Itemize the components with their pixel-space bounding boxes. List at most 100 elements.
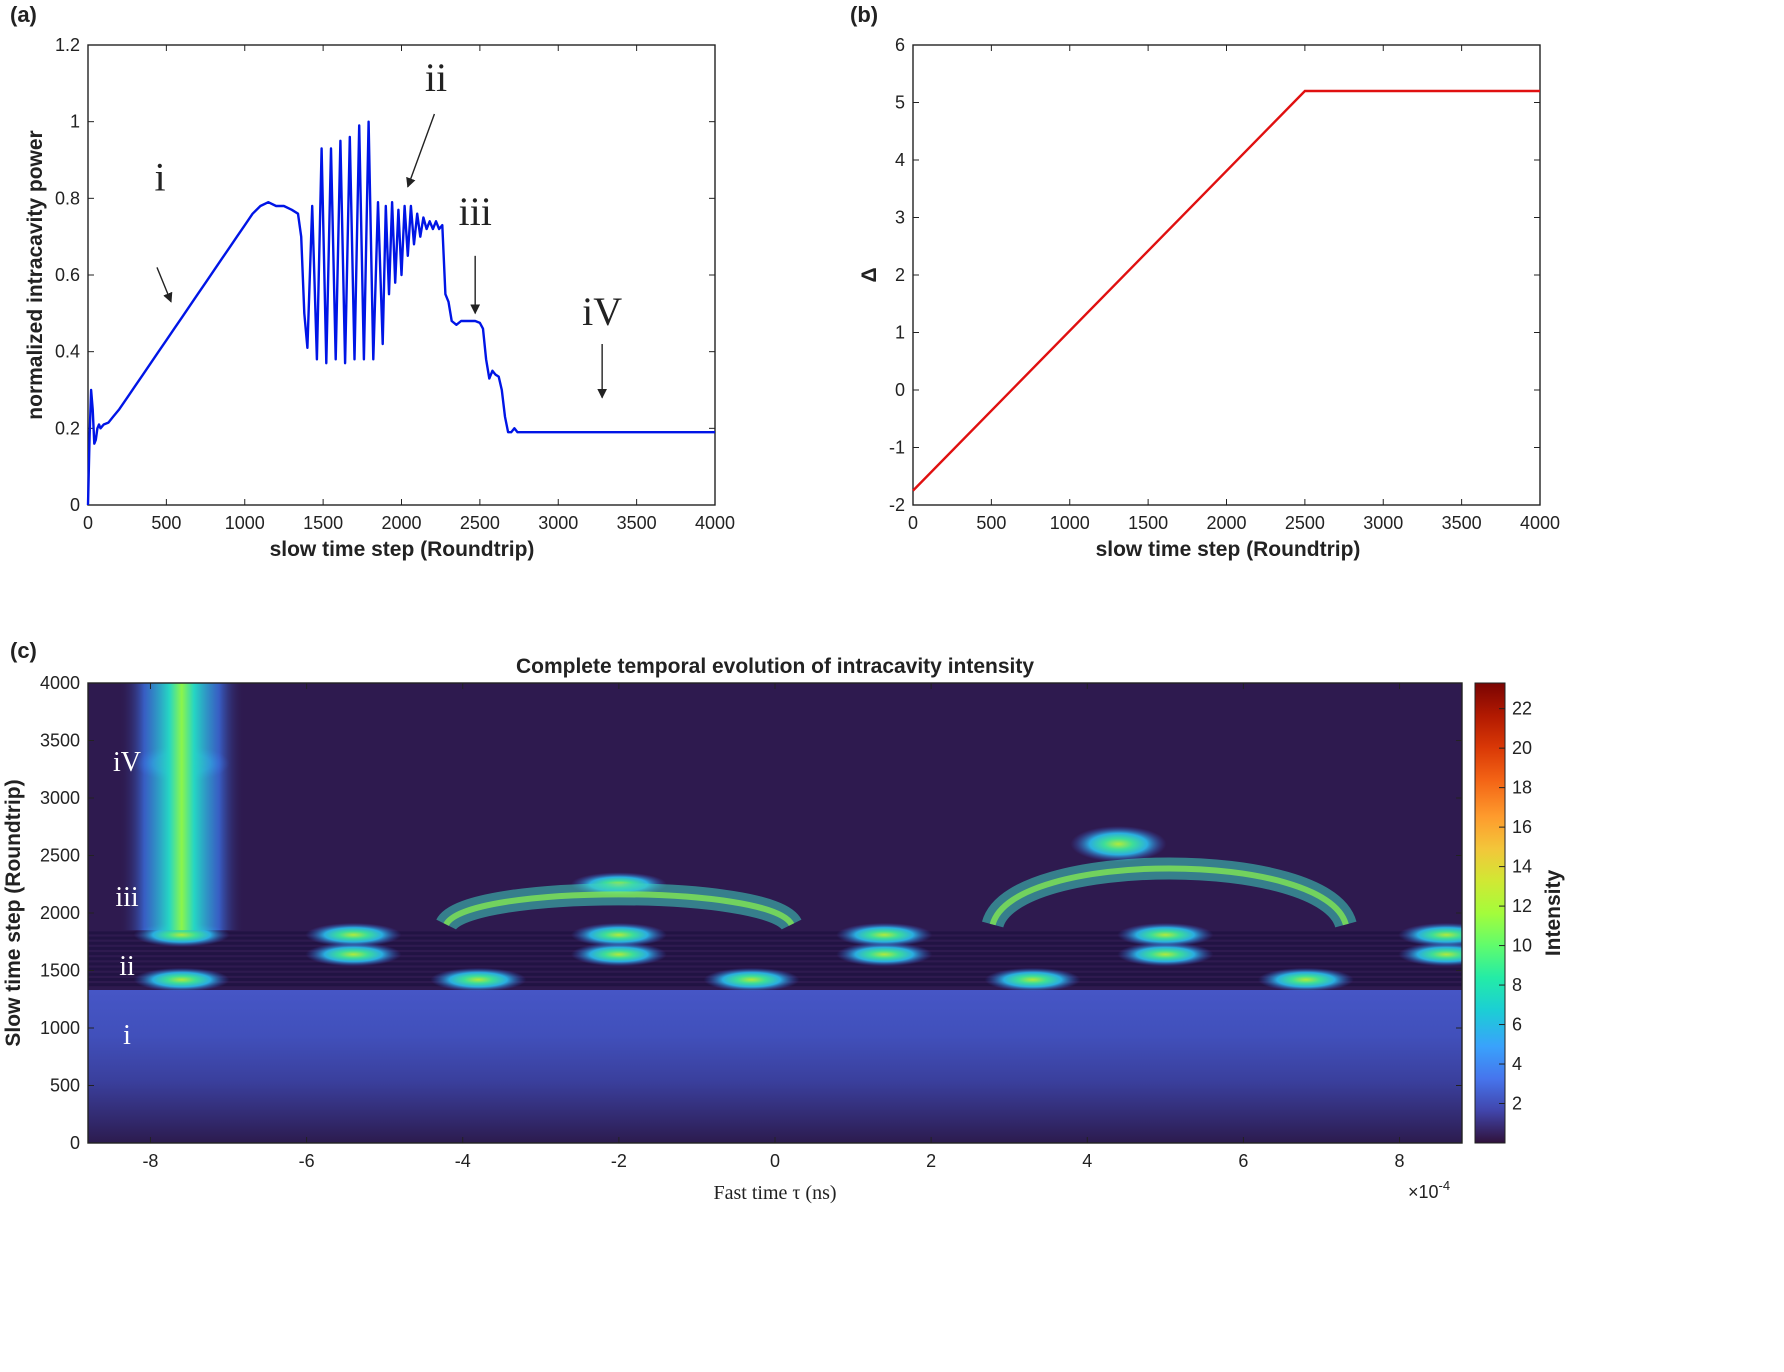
panel-c-label: (c)	[10, 638, 37, 663]
panel-c-ylabel: Slow time step (Roundtrip)	[2, 779, 25, 1046]
panel-c: (c) Complete temporal evolution of intra…	[2, 638, 1565, 1204]
colorbar-tick-label: 2	[1512, 1094, 1522, 1114]
y-tick-label: 1500	[40, 961, 80, 981]
x-tick-label: 500	[151, 513, 181, 533]
heatmap-peak	[430, 967, 527, 992]
y-tick-label: 2500	[40, 846, 80, 866]
x-tick-label: 0	[908, 513, 918, 533]
x-tick-label: -2	[611, 1151, 627, 1171]
x-tick-label: -6	[299, 1151, 315, 1171]
panel-b: (b) 0 500 1000 1500 2000 2500 3000 3500 4000 -2 -1…	[850, 2, 1560, 561]
heatmap-dark-band	[88, 941, 1462, 945]
y-tick-label: 1.2	[55, 35, 80, 55]
x-tick-label: 1000	[225, 513, 265, 533]
x-tick-label: 2000	[1206, 513, 1246, 533]
heatmap-peak	[305, 942, 402, 967]
heatmap-peak	[133, 967, 230, 992]
heatmap-peak	[570, 922, 667, 947]
colorbar-tick-label: 20	[1512, 738, 1532, 758]
x-tick-label: 4000	[1520, 513, 1560, 533]
y-tick-label: 6	[895, 35, 905, 55]
heatmap-peak	[1398, 922, 1462, 947]
panel-b-axes-box	[912, 44, 1541, 506]
y-tick-label: 3	[895, 208, 905, 228]
colorbar-tick-label: 14	[1512, 857, 1532, 877]
heatmap-region-i-background	[88, 990, 1462, 1143]
panel-b-label: (b)	[850, 2, 878, 27]
heatmap-peak	[1070, 826, 1167, 862]
colorbar-tick-label: 16	[1512, 817, 1532, 837]
heatmap-dark-band	[88, 952, 1462, 956]
heatmap-peak	[570, 942, 667, 967]
panel-a-annotation-label: iV	[582, 289, 622, 334]
heatmap-peak	[836, 942, 933, 967]
panel-c-region-label: iii	[115, 882, 139, 913]
heatmap-arch-core	[989, 865, 1349, 926]
x-tick-label: 3000	[1363, 513, 1403, 533]
y-tick-label: 0.4	[55, 342, 80, 362]
heatmap-image	[88, 683, 1462, 1143]
heatmap-soliton-track	[119, 683, 245, 931]
x-tick-label: 0	[83, 513, 93, 533]
heatmap-dark-band	[88, 967, 1462, 971]
panel-a-annotation-arrow	[156, 267, 173, 303]
x-tick-label: 1000	[1050, 513, 1090, 533]
panel-a-label: (a)	[10, 2, 37, 27]
colorbar	[1474, 682, 1506, 1144]
heatmap-peak	[1398, 942, 1462, 967]
colorbar-label: Intensity	[1542, 870, 1565, 957]
colorbar-tick-label: 10	[1512, 936, 1532, 956]
y-tick-label: 500	[50, 1076, 80, 1096]
colorbar-ticks: 2 4 6 8 10 12 14 16 18 20 22	[1499, 699, 1532, 1114]
x-tick-label: 2500	[460, 513, 500, 533]
x-tick-label: 2000	[381, 513, 421, 533]
panel-b-ylabel: Δ	[858, 267, 881, 282]
y-tick-label: 0.2	[55, 418, 80, 438]
y-tick-label: 4	[895, 150, 905, 170]
colorbar-tick-label: 6	[1512, 1015, 1522, 1035]
x-multiplier-base: ×10	[1408, 1182, 1439, 1202]
x-tick-label: 2500	[1285, 513, 1325, 533]
y-tick-label: 2000	[40, 903, 80, 923]
panel-a-ylabel: normalized intracavity power	[24, 130, 47, 419]
y-tick-label: 5	[895, 93, 905, 113]
panel-a-annotation-arrow	[406, 113, 436, 188]
colorbar-tick-label: 8	[1512, 975, 1522, 995]
heatmap-dark-band	[88, 962, 1462, 966]
heatmap-dark-band	[88, 946, 1462, 950]
x-tick-label: 8	[1395, 1151, 1405, 1171]
panel-b-ticks: 0 500 1000 1500 2000 2500 3000 3500 4000 -2 -1 0 1 2 3…	[889, 35, 1560, 533]
y-tick-label: -1	[889, 438, 905, 458]
x-tick-label: 0	[770, 1151, 780, 1171]
heatmap-peak	[703, 967, 800, 992]
colorbar-tick-label: 4	[1512, 1054, 1522, 1074]
x-tick-label: 3000	[538, 513, 578, 533]
x-tick-label: 1500	[303, 513, 343, 533]
panel-c-region-label: i	[123, 1020, 131, 1051]
panel-a-annotation-label: ii	[425, 55, 447, 100]
colorbar-tick-label: 18	[1512, 778, 1532, 798]
panel-a-annotation-label: iii	[459, 189, 492, 234]
panel-b-detuning-line	[912, 89, 1540, 492]
x-multiplier-exponent: -4	[1439, 1178, 1451, 1193]
panel-c-region-label: ii	[119, 951, 135, 982]
panel-a-xlabel: slow time step (Roundtrip)	[270, 538, 535, 561]
colorbar-tick-label: 12	[1512, 896, 1532, 916]
heatmap-peak	[305, 922, 402, 947]
x-tick-label: 2	[926, 1151, 936, 1171]
heatmap-peak	[1257, 967, 1354, 992]
panel-a: (a) 0 500 1000 1500 2000 2500 3000 3500 4000 0 0.2…	[10, 2, 735, 561]
x-tick-label: 4	[1082, 1151, 1092, 1171]
heatmap-peak	[836, 922, 933, 947]
y-tick-label: 3500	[40, 731, 80, 751]
x-tick-label: 3500	[1442, 513, 1482, 533]
y-tick-label: 0	[70, 1133, 80, 1153]
heatmap-peak	[984, 967, 1081, 992]
panel-c-region-label: iV	[113, 747, 141, 778]
x-tick-label: 4000	[695, 513, 735, 533]
panel-c-title: Complete temporal evolution of intracavi…	[516, 655, 1034, 678]
panel-c-xlabel: Fast time τ (ns)	[713, 1182, 836, 1204]
